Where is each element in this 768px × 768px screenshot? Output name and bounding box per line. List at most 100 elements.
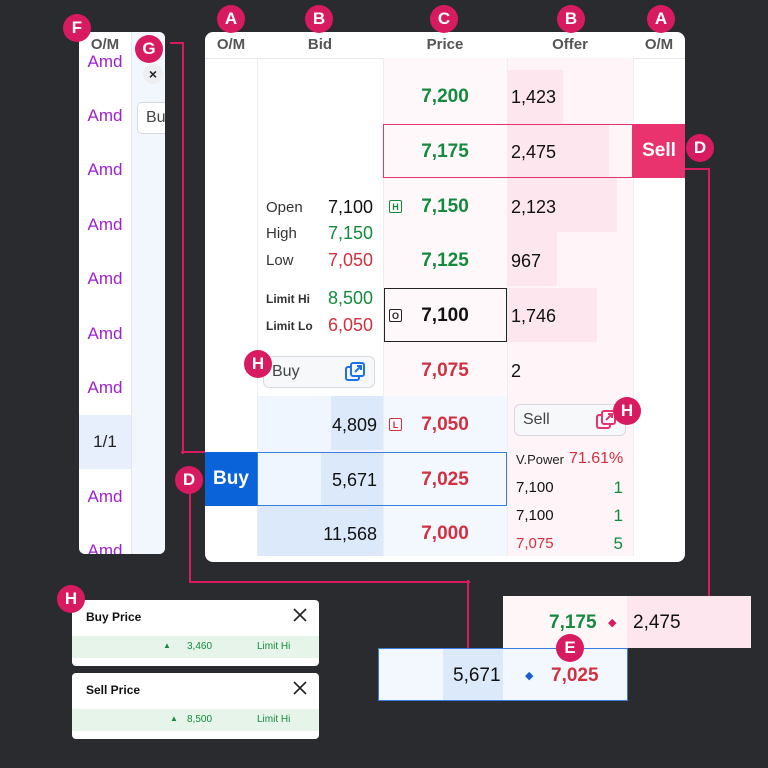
popup-price-value: 8,500	[187, 714, 213, 725]
open-window-icon	[344, 361, 366, 388]
amd-item[interactable]: Amd	[87, 324, 123, 343]
offer-volume-bar	[507, 124, 609, 178]
marker-b: B	[557, 5, 585, 33]
sell-button[interactable]: Sell	[633, 124, 685, 178]
marker-d: D	[175, 466, 203, 494]
sell-order-button[interactable]: Sell	[514, 404, 626, 436]
high-tag-icon: H	[389, 200, 402, 213]
connector-d-buy-down	[467, 580, 469, 650]
popup-price-row[interactable]: ▲ 3,460 Limit Hi	[72, 636, 319, 658]
amd-item[interactable]: Amd	[87, 215, 123, 234]
buy-button[interactable]: Buy	[205, 452, 257, 506]
page-indicator: 1/1	[93, 432, 117, 451]
bid-price-bg	[383, 396, 507, 556]
bid-volume: 4,809	[331, 415, 377, 435]
zoom-offer-bg	[627, 596, 751, 648]
close-icon[interactable]	[293, 608, 307, 627]
popup-title: Buy Price	[86, 610, 142, 624]
amd-item[interactable]: Amd	[87, 269, 123, 288]
tick-price: 7,100	[516, 479, 554, 496]
current-price-box	[384, 288, 507, 342]
popup-price-row[interactable]: ▲ 8,500 Limit Hi	[72, 709, 319, 731]
amd-item[interactable]: Amd	[87, 541, 123, 554]
column-divider	[633, 58, 634, 556]
ask-volume: 2,123	[511, 197, 557, 217]
popup-price-value: 3,460	[187, 641, 213, 652]
bid-price[interactable]: 7,025	[421, 469, 469, 490]
ask-price-current[interactable]: 7,100	[421, 305, 469, 326]
order-input-peek[interactable]: Bu	[137, 102, 165, 134]
ask-volume: 1,746	[511, 306, 557, 326]
offer-volume-bar	[507, 288, 597, 342]
popup-title: Sell Price	[86, 683, 141, 697]
column-divider	[383, 58, 384, 556]
marker-c: C	[430, 5, 458, 33]
ask-price[interactable]: 7,125	[421, 250, 469, 271]
marker-e: E	[556, 634, 584, 662]
close-icon[interactable]	[293, 681, 307, 700]
amd-item[interactable]: Amd	[87, 378, 123, 397]
tick-volume: 1	[613, 506, 623, 525]
bid-volume-bar	[321, 452, 383, 506]
column-divider	[257, 58, 258, 556]
amd-item[interactable]: Amd	[87, 160, 123, 179]
close-icon[interactable]: ×	[143, 64, 163, 84]
tick-price: 7,100	[516, 507, 554, 524]
bid-price[interactable]: 7,050	[421, 414, 469, 435]
column-divider	[507, 58, 508, 556]
buy-order-button[interactable]: Buy	[263, 356, 375, 388]
bid-volume-bar	[331, 396, 383, 450]
header-bid: Bid	[307, 36, 333, 53]
marker-h: H	[244, 350, 272, 378]
offer-volume-bar	[507, 232, 557, 286]
left-om-header: O/M	[90, 36, 120, 53]
ask-price[interactable]: 7,150	[421, 196, 469, 217]
selected-row-bg	[79, 415, 131, 469]
ask-price[interactable]: 7,075	[421, 360, 469, 381]
tick-price: 7,075	[516, 535, 554, 552]
open-value: 7,100	[327, 197, 373, 217]
ask-price[interactable]: 7,200	[421, 86, 469, 107]
amd-item[interactable]: Amd	[87, 52, 123, 71]
connector-d-sell	[684, 168, 710, 598]
tick-volume: 5	[613, 534, 623, 553]
limit-lo-value: 6,050	[327, 315, 373, 335]
marker-h: H	[613, 397, 641, 425]
order-book: O/M Bid Price Offer O/M 7,200 1,423 7,17…	[205, 32, 685, 562]
tick-volume: 1	[613, 478, 623, 497]
marker-a: A	[217, 5, 245, 33]
best-bid-highlight	[257, 452, 507, 506]
diamond-icon: ◆	[608, 617, 617, 629]
connector-d-buy	[189, 492, 470, 583]
marker-d: D	[686, 134, 714, 162]
ask-volume: 1,423	[511, 87, 557, 107]
order-input-label: Bu	[146, 109, 165, 126]
connector-g-bottom	[181, 451, 205, 453]
bid-volume: 11,568	[323, 524, 377, 544]
offer-volume-bar	[507, 178, 617, 232]
sell-price-popup: Sell Price ▲ 8,500 Limit Hi	[72, 673, 319, 739]
low-label: Low	[266, 252, 294, 269]
amd-item[interactable]: Amd	[87, 106, 123, 125]
ask-volume: 2	[511, 361, 522, 381]
zoom-buy-price: 7,025	[551, 665, 599, 686]
best-offer-highlight	[383, 124, 633, 178]
zoom-sell-offer: 2,475	[633, 612, 681, 633]
volume-power-label: V.Power	[516, 452, 564, 467]
zoom-buy-row: 5,671 ◆ 7,025	[378, 648, 628, 701]
low-value: 7,050	[327, 250, 373, 270]
marker-b: B	[305, 5, 333, 33]
header-price: Price	[426, 36, 464, 53]
marker-f: F	[63, 14, 91, 42]
ask-price-bg	[383, 58, 507, 406]
up-arrow-icon: ▲	[163, 641, 171, 650]
limit-lo-label: Limit Lo	[266, 319, 313, 333]
zoom-bid-bar	[443, 649, 503, 700]
marker-a: A	[647, 5, 675, 33]
open-label: Open	[266, 199, 303, 216]
amd-item[interactable]: Amd	[87, 487, 123, 506]
ask-price[interactable]: 7,175	[421, 141, 469, 162]
bid-volume-bar	[257, 506, 383, 556]
bid-price[interactable]: 7,000	[421, 523, 469, 544]
offer-volume-bar	[507, 70, 563, 124]
